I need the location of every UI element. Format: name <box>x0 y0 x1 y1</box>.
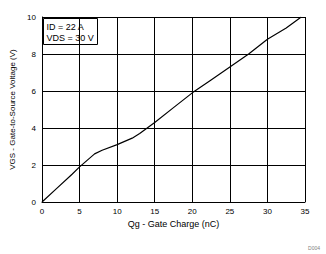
svg-text:VGS - Gate-to-Source Voltage (: VGS - Gate-to-Source Voltage (V) <box>8 49 17 170</box>
svg-text:0: 0 <box>32 198 37 207</box>
svg-text:VDS = 30 V: VDS = 30 V <box>47 33 94 43</box>
svg-text:35: 35 <box>301 207 310 216</box>
svg-text:0: 0 <box>40 207 45 216</box>
svg-text:5: 5 <box>77 207 82 216</box>
svg-text:D004: D004 <box>308 245 320 251</box>
svg-text:20: 20 <box>188 207 197 216</box>
svg-text:4: 4 <box>32 124 37 133</box>
svg-text:6: 6 <box>32 87 37 96</box>
svg-text:8: 8 <box>32 50 37 59</box>
svg-text:25: 25 <box>225 207 234 216</box>
svg-text:2: 2 <box>32 161 37 170</box>
svg-text:15: 15 <box>150 207 159 216</box>
svg-text:ID = 22 A: ID = 22 A <box>47 22 84 32</box>
svg-text:30: 30 <box>263 207 272 216</box>
svg-text:10: 10 <box>27 13 36 22</box>
svg-text:Qg - Gate Charge (nC): Qg - Gate Charge (nC) <box>128 219 220 229</box>
svg-text:10: 10 <box>113 207 122 216</box>
